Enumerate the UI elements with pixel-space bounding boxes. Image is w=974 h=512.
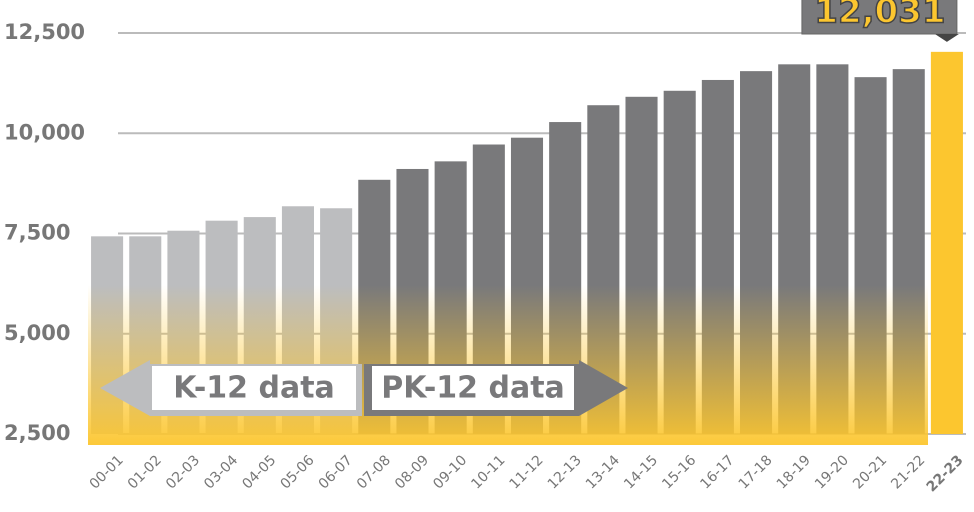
x-tick-label: 12-13 <box>545 452 585 492</box>
x-tick-label: 00-01 <box>87 452 127 492</box>
x-tick-label: 06-07 <box>316 452 356 492</box>
x-tick-label: 02-03 <box>163 452 203 492</box>
x-tick-label: 08-09 <box>392 452 432 492</box>
arrow-right <box>579 360 628 416</box>
y-tick-label: 7,500 <box>4 221 70 245</box>
value-label: 12,031 <box>814 0 945 32</box>
value-label-box <box>801 0 958 35</box>
x-tick-label: 04-05 <box>239 452 279 492</box>
x-tick-label: 17-18 <box>736 452 776 492</box>
x-tick-label: 05-06 <box>278 452 318 492</box>
y-tick-label: 5,000 <box>4 321 70 345</box>
x-tick-label: 10-11 <box>468 452 508 492</box>
x-tick-label: 15-16 <box>659 452 699 492</box>
y-tick-label: 12,500 <box>4 20 85 44</box>
x-tick-label: 20-21 <box>850 452 890 492</box>
x-tick-label: 16-17 <box>697 452 737 492</box>
annotation: K-12 data <box>173 371 335 406</box>
x-tick-label: 11-12 <box>507 452 547 492</box>
x-tick-label: 14-15 <box>621 452 661 492</box>
pk12-inner <box>372 366 574 410</box>
x-tick-label: 22-23 <box>924 452 967 495</box>
bar <box>930 51 963 434</box>
annotation: PK-12 data <box>381 371 565 406</box>
k12-inner <box>152 366 356 410</box>
x-tick-label: 01-02 <box>125 452 165 492</box>
x-tick-label: 03-04 <box>201 452 241 492</box>
arrow-left <box>100 360 150 416</box>
y-tick-label: 10,000 <box>4 120 85 144</box>
x-tick-label: 07-08 <box>354 452 394 492</box>
x-tick-label: 18-19 <box>774 452 814 492</box>
x-tick-label: 13-14 <box>583 452 623 492</box>
x-tick-label: 09-10 <box>430 452 470 492</box>
y-tick-label: 2,500 <box>4 421 70 445</box>
x-tick-label: 21-22 <box>888 452 928 492</box>
value-label-pointer <box>934 34 959 42</box>
x-tick-label: 19-20 <box>812 452 852 492</box>
